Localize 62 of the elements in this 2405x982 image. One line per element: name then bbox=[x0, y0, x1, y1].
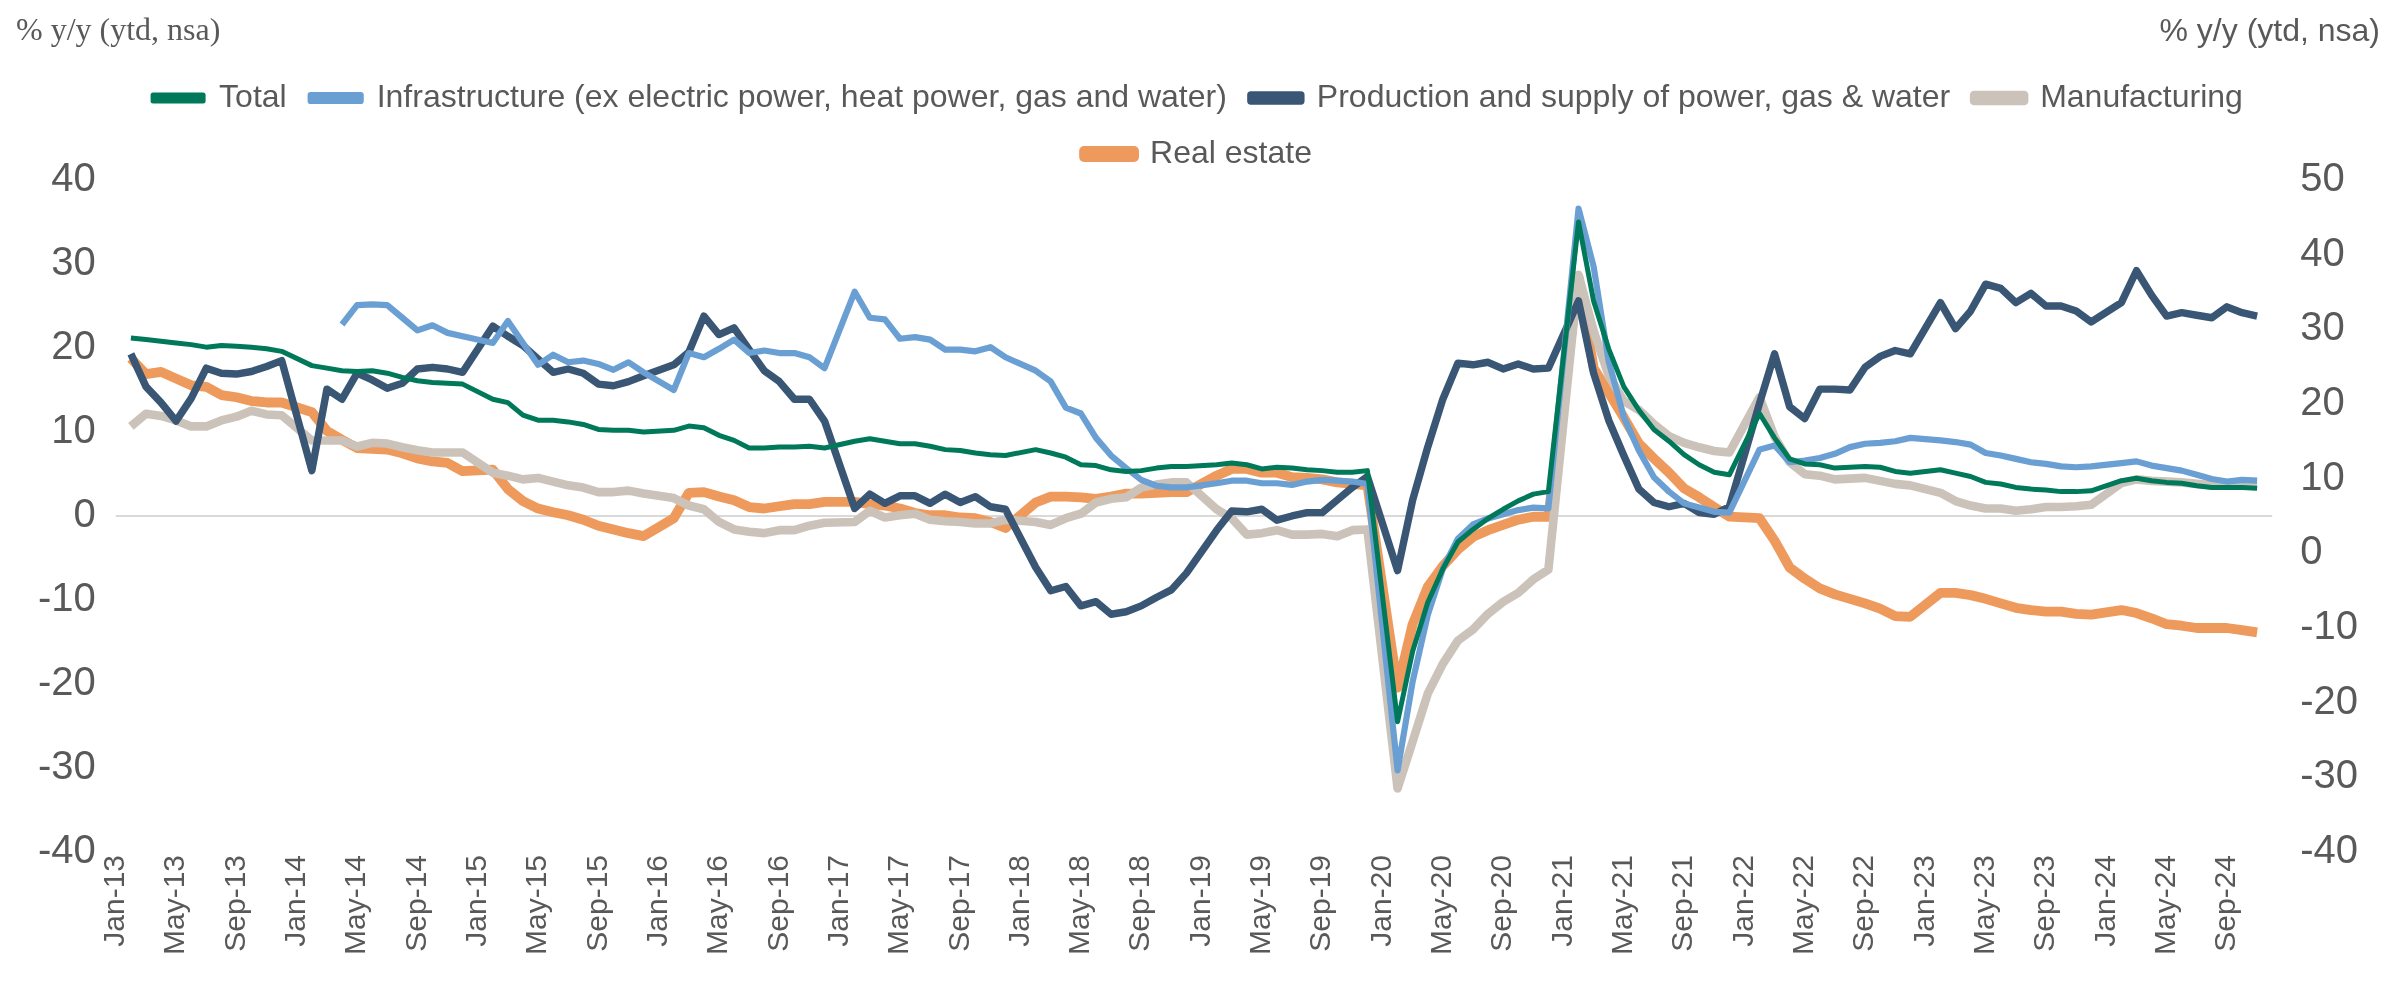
y2-axis-title: % y/y (ytd, nsa) bbox=[2159, 11, 2380, 48]
x-tick-label: May-21 bbox=[1605, 854, 1639, 956]
x-tick-label: May-20 bbox=[1424, 854, 1458, 956]
x-tick-label: Jan-22 bbox=[1725, 854, 1759, 947]
y-tick-label: -20 bbox=[38, 659, 96, 704]
x-tick-label: Sep-24 bbox=[2208, 854, 2242, 952]
x-tick-label: Jan-13 bbox=[97, 854, 131, 947]
y2-tick-label: -10 bbox=[2300, 603, 2358, 648]
x-tick-label: May-15 bbox=[519, 854, 553, 956]
x-tick-label: May-16 bbox=[700, 854, 734, 956]
y2-tick-label: -30 bbox=[2300, 752, 2358, 797]
x-tick-label: May-19 bbox=[1243, 854, 1277, 956]
y-tick-label: -10 bbox=[38, 575, 96, 620]
x-tick-label: May-18 bbox=[1062, 854, 1096, 956]
x-tick-label: Jan-24 bbox=[2087, 854, 2121, 947]
y2-tick-label: 30 bbox=[2300, 304, 2345, 349]
x-tick-label: Sep-18 bbox=[1122, 854, 1156, 952]
y-tick-label: 20 bbox=[51, 323, 96, 368]
x-tick-label: Jan-18 bbox=[1001, 854, 1035, 947]
x-tick-label: May-17 bbox=[881, 854, 915, 956]
x-tick-label: Jan-21 bbox=[1544, 854, 1578, 947]
x-tick-label: Sep-17 bbox=[941, 854, 975, 952]
y2-tick-label: 10 bbox=[2300, 453, 2345, 498]
x-tick-label: Jan-14 bbox=[278, 854, 312, 947]
x-tick-label: Sep-19 bbox=[1303, 854, 1337, 952]
x-tick-label: May-22 bbox=[1785, 854, 1819, 956]
legend-label: Total bbox=[219, 77, 287, 114]
y2-tick-label: 50 bbox=[2300, 155, 2345, 200]
x-tick-label: Jan-20 bbox=[1363, 854, 1397, 947]
x-tick-label: May-23 bbox=[1966, 854, 2000, 956]
y-tick-label: 0 bbox=[73, 491, 96, 536]
x-tick-label: Jan-15 bbox=[458, 854, 492, 947]
x-tick-label: Sep-22 bbox=[1846, 854, 1880, 952]
y2-tick-label: -20 bbox=[2300, 677, 2358, 722]
x-tick-label: Jan-17 bbox=[820, 854, 854, 947]
x-tick-label: Sep-21 bbox=[1665, 854, 1699, 952]
x-tick-label: Sep-14 bbox=[398, 854, 432, 952]
legend-label: Infrastructure (ex electric power, heat power, gas and water) bbox=[376, 77, 1227, 114]
x-tick-label: May-24 bbox=[2147, 854, 2181, 956]
y2-tick-label: 0 bbox=[2300, 528, 2323, 573]
x-tick-label: Sep-13 bbox=[217, 854, 251, 952]
y-tick-label: -30 bbox=[38, 743, 96, 787]
x-tick-label: Jan-23 bbox=[1906, 854, 1940, 947]
y-tick-label: 30 bbox=[51, 239, 96, 284]
x-tick-label: Sep-15 bbox=[579, 854, 613, 952]
y-axis-title: % y/y (ytd, nsa) bbox=[16, 11, 221, 48]
legend-label: Production and supply of power, gas & water bbox=[1316, 77, 1951, 114]
y2-tick-label: -40 bbox=[2300, 827, 2358, 871]
x-tick-label: Sep-20 bbox=[1484, 854, 1518, 952]
x-tick-label: May-13 bbox=[157, 854, 191, 956]
y2-tick-label: 20 bbox=[2300, 379, 2345, 424]
legend-label: Manufacturing bbox=[2040, 77, 2243, 114]
x-tick-label: May-14 bbox=[338, 854, 372, 956]
x-tick-label: Jan-19 bbox=[1182, 854, 1216, 947]
legend-label: Real estate bbox=[1150, 133, 1312, 170]
y-tick-label: 10 bbox=[51, 407, 96, 452]
y2-tick-label: 40 bbox=[2300, 229, 2345, 274]
y-tick-label: 40 bbox=[51, 155, 96, 200]
x-tick-label: Sep-23 bbox=[2027, 854, 2061, 952]
x-tick-label: Jan-16 bbox=[639, 854, 673, 947]
x-tick-label: Sep-16 bbox=[760, 854, 794, 952]
y-tick-label: -40 bbox=[38, 827, 96, 871]
